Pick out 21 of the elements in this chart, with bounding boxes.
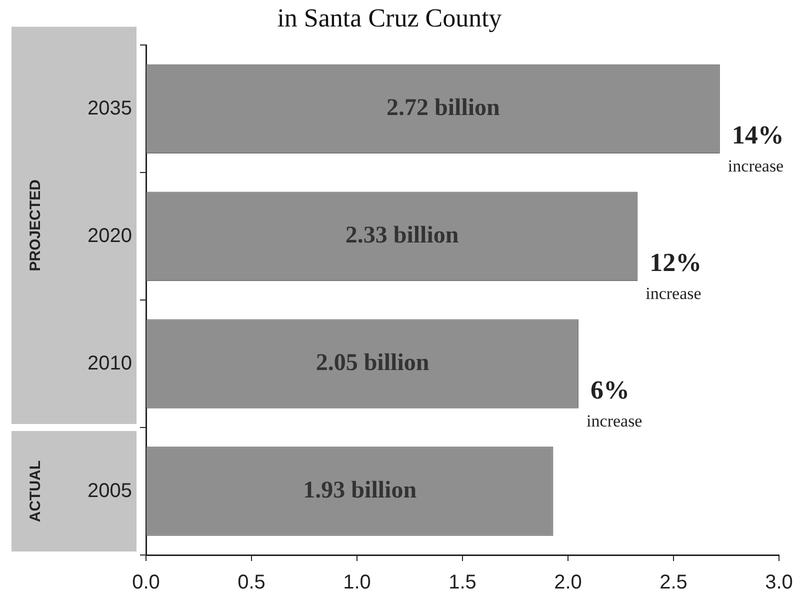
data-label: 2.05 billion: [316, 350, 430, 376]
annotation: 14% increase: [728, 120, 784, 176]
y-tick-label: 2020: [88, 224, 132, 247]
data-label: 1.93 billion: [303, 477, 417, 504]
x-tick-label: 1.5: [448, 572, 476, 594]
annotation: 6% increase: [586, 376, 642, 430]
x-tick-label: 2.0: [554, 572, 582, 594]
data-label: 2.72 billion: [386, 95, 500, 122]
x-tick-label: 0.5: [238, 572, 266, 594]
y-tick-label: 2035: [88, 97, 132, 120]
x-tick-label: 1.0: [343, 572, 371, 594]
x-tick-label: 3.0: [765, 572, 793, 594]
text: PROJECTED: [27, 179, 44, 272]
x-tick-label: 0.0: [132, 572, 160, 594]
chart-title: in Santa Cruz County: [277, 3, 502, 32]
y-tick-label: 2005: [88, 480, 132, 502]
text: ACTUAL: [27, 460, 44, 522]
annotation: 12% increase: [646, 248, 702, 303]
x-tick-label: 2.5: [660, 572, 688, 594]
data-label: 2.33 billion: [345, 222, 459, 249]
y-tick-label: 2010: [88, 352, 132, 374]
